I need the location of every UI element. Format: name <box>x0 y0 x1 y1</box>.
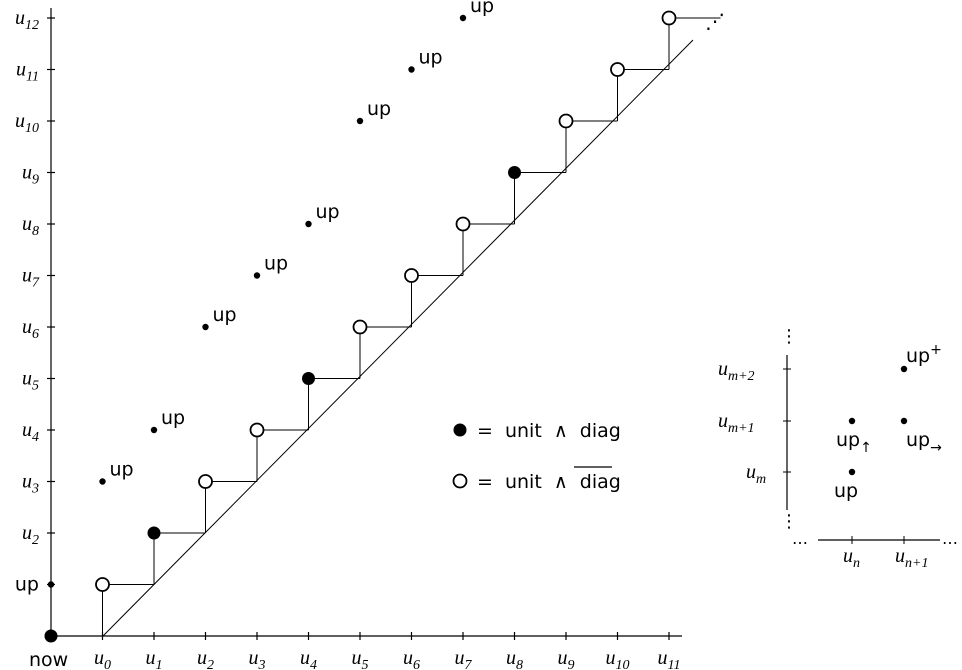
inset-vdots-top: ⋮ <box>780 326 798 347</box>
diagonal-ellipsis: ⋰ <box>705 9 725 33</box>
y-tick-label: u5 <box>22 368 39 394</box>
unit-not-diag-point <box>404 268 419 283</box>
unit-diag-point <box>508 166 521 179</box>
up-point-label: up <box>213 304 237 326</box>
up-point-label: up <box>110 459 134 481</box>
inset-label-up-plus: up+ <box>906 342 942 367</box>
up-point <box>99 478 106 485</box>
inset-hdots-right: … <box>942 529 958 548</box>
unit-not-diag-point <box>610 62 625 77</box>
unit-not-diag-point <box>352 319 368 335</box>
up-point <box>459 14 467 22</box>
axis-up-point <box>47 581 55 588</box>
legend-filled-marker <box>453 423 467 437</box>
y-tick-label: u9 <box>22 162 39 188</box>
unit-diag-point <box>147 526 161 540</box>
up-point <box>305 220 312 228</box>
inset-label-up-right: up→ <box>906 429 942 456</box>
legend-hollow-marker <box>452 473 468 489</box>
unit-not-diag-point <box>249 422 265 438</box>
x-origin-label: now <box>29 649 68 670</box>
y-tick-label: u2 <box>22 522 39 548</box>
y-tick-label: u8 <box>22 213 39 239</box>
y-tick-label: u12 <box>15 7 39 33</box>
x-tick-label: u9 <box>558 647 575 670</box>
up-point-label: up <box>419 47 443 69</box>
inset-vdots-bottom: ⋮ <box>780 511 798 532</box>
main-axes <box>47 8 682 640</box>
x-tick-label: u5 <box>352 647 369 670</box>
inset-x-label-n1: un+1 <box>895 545 928 571</box>
up-point <box>150 426 158 434</box>
inset-point-up-up <box>848 417 856 425</box>
inset-x-label-n: un <box>843 545 860 571</box>
inset-y-label-m1: um+1 <box>718 410 755 436</box>
y-origin-label: up <box>15 574 39 596</box>
x-tick-label: u7 <box>455 647 473 670</box>
x-tick-label: u0 <box>94 647 111 670</box>
inset-hdots-left: … <box>792 529 808 548</box>
inset-label-up: up <box>834 480 858 502</box>
inset-label-up-up: up↑ <box>836 429 872 456</box>
up-point-label: up <box>470 0 494 17</box>
y-tick-label: u4 <box>22 419 39 445</box>
up-point <box>253 272 261 279</box>
inset-point-up-plus <box>900 365 908 373</box>
up-point <box>202 323 209 331</box>
unit-not-diag-point <box>661 10 677 26</box>
legend-hollow-text: = unit ∧ diag <box>477 471 621 493</box>
up-point <box>408 66 415 73</box>
x-tick-label: u2 <box>197 647 214 670</box>
up-point-label: up <box>264 253 288 275</box>
x-tick-label: u4 <box>300 647 317 670</box>
origin-point <box>44 629 58 643</box>
main-labels: u2 u3 u4 u5 u6 u7 u8 u9 u10 u11 u12 up u0 u1 u2 u3 u4 u5 u… <box>15 7 681 670</box>
up-point-label: up <box>367 98 391 120</box>
unit-not-diag-point <box>558 113 574 129</box>
y-tick-label: u3 <box>22 471 39 497</box>
y-tick-label: u7 <box>22 265 40 291</box>
x-tick-label: u11 <box>658 647 681 670</box>
y-tick-label: u6 <box>22 316 39 342</box>
legend: = unit ∧ diag = unit ∧ diag <box>452 420 621 493</box>
y-tick-label: u10 <box>15 110 39 136</box>
inset-y-label-m: um <box>746 461 766 487</box>
main-points: up up up up up up up up <box>44 0 677 643</box>
x-tick-label: u3 <box>249 647 266 670</box>
legend-filled-text: = unit ∧ diag <box>477 420 621 442</box>
unit-not-diag-point <box>455 216 471 232</box>
unit-diag-point <box>302 372 315 385</box>
diagonal-line <box>102 39 694 637</box>
inset-point-up-right <box>900 417 908 425</box>
inset-y-label-m2: um+2 <box>718 358 755 384</box>
unit-not-diag-point <box>198 474 213 489</box>
x-tick-label: u10 <box>606 647 630 670</box>
inset-diagram: um um+1 um+2 un un+1 ⋮ ⋮ … … up up↑ up→ <box>718 326 958 571</box>
y-tick-label: u11 <box>16 59 39 85</box>
inset-point-up <box>848 468 856 476</box>
x-tick-label: u6 <box>403 647 420 670</box>
unit-not-diag-point <box>95 577 110 592</box>
up-point <box>356 117 364 125</box>
staircase <box>102 17 721 636</box>
up-point-label: up <box>316 201 340 223</box>
x-tick-label: u1 <box>146 647 163 670</box>
x-tick-label: u8 <box>506 647 523 670</box>
up-point-label: up <box>161 407 185 429</box>
